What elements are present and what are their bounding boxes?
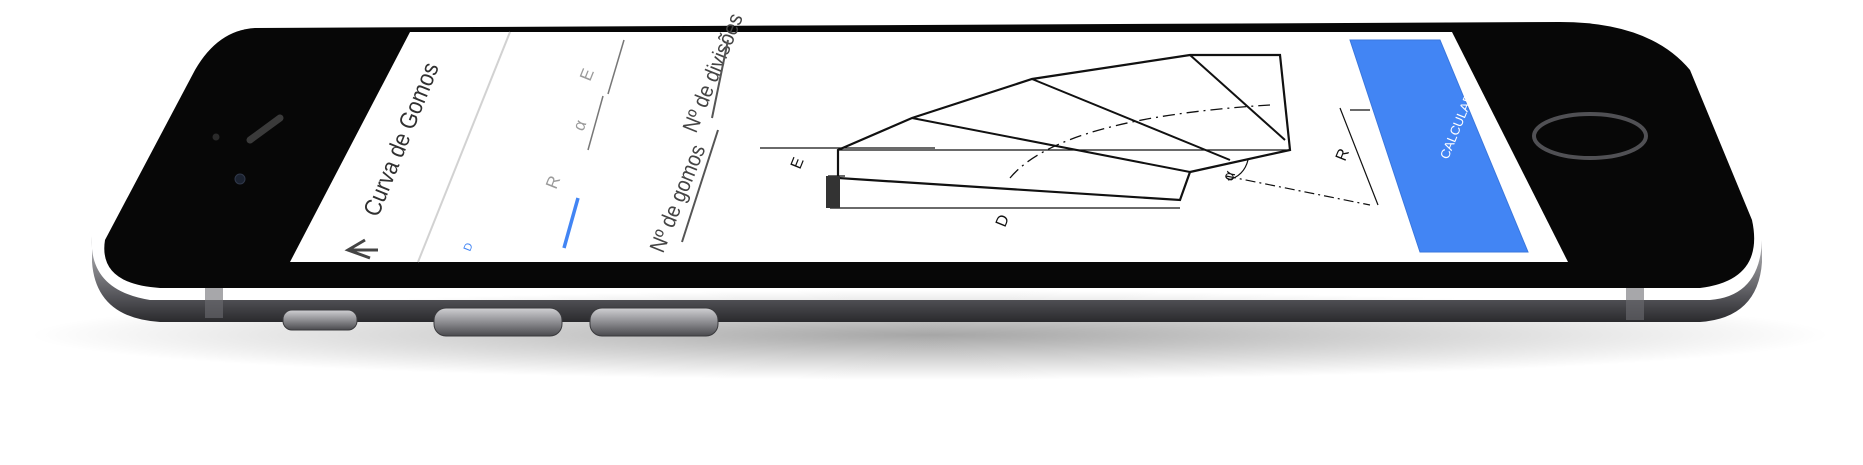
mute-switch[interactable] — [282, 309, 358, 331]
phone-side-frame — [91, 236, 1763, 322]
tab-d[interactable]: D — [462, 241, 476, 253]
antenna-band-left — [205, 280, 223, 318]
app-bar-divider — [417, 31, 511, 263]
earpiece-icon — [246, 114, 284, 144]
calcular-button[interactable]: CALCULAR — [1349, 39, 1529, 253]
tab-separators — [587, 39, 625, 151]
gomos-input[interactable] — [681, 129, 719, 243]
front-camera-icon — [234, 173, 246, 185]
arrow-left-icon — [344, 238, 378, 260]
antenna-band-right — [1626, 280, 1644, 320]
curve-diagram — [760, 53, 1379, 209]
tab-active-indicator — [562, 197, 580, 249]
back-button[interactable] — [344, 238, 378, 260]
volume-up-button[interactable] — [433, 307, 563, 337]
home-button[interactable] — [1532, 112, 1648, 160]
divisoes-input[interactable] — [711, 39, 729, 119]
volume-down-button[interactable] — [589, 307, 719, 337]
sensor-icon — [212, 133, 220, 141]
